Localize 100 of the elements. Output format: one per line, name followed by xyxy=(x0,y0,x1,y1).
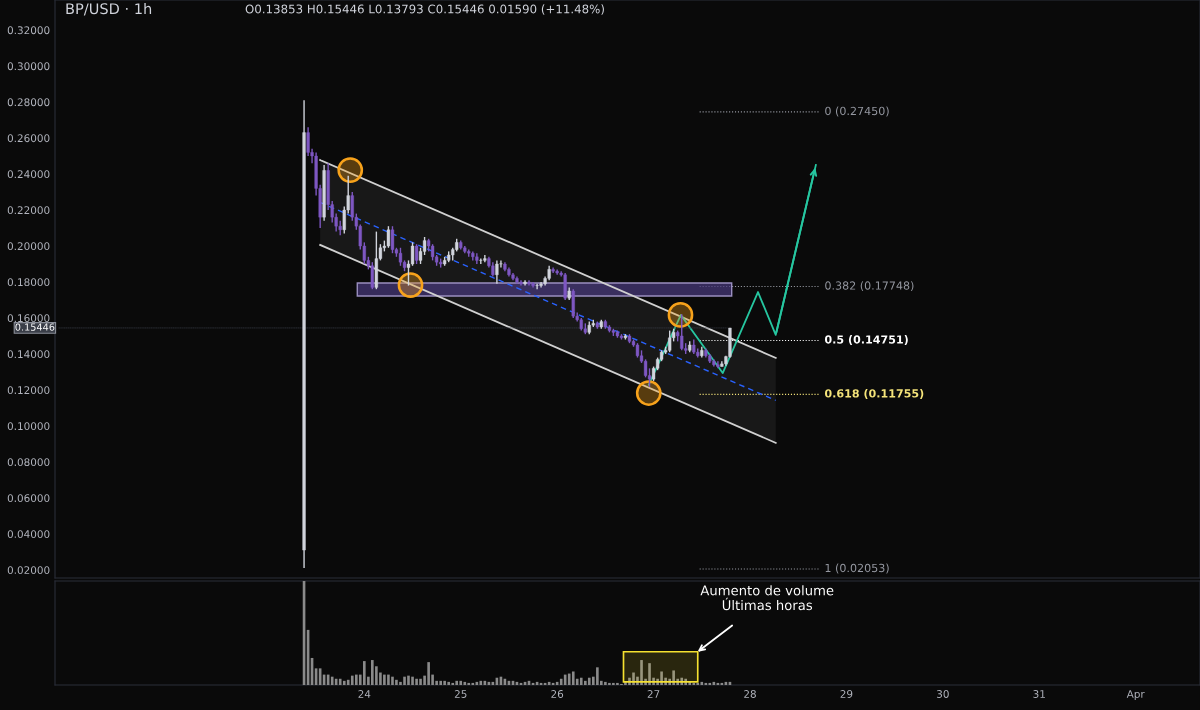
chart-title: BP/USD · 1h xyxy=(66,2,152,16)
bar xyxy=(338,678,342,685)
y-tick-label: 0.20000 xyxy=(7,242,50,251)
y-tick-label: 0.22000 xyxy=(7,206,50,215)
y-tick-label: 0.32000 xyxy=(7,26,50,35)
y-tick-label: 0.08000 xyxy=(7,458,50,467)
bar xyxy=(708,682,712,685)
candlestick xyxy=(668,329,672,353)
bar xyxy=(463,681,467,685)
bar xyxy=(342,680,346,685)
bar xyxy=(700,681,704,685)
bar xyxy=(419,678,422,685)
x-tick-label: 28 xyxy=(744,690,756,698)
bar xyxy=(395,679,398,685)
bar xyxy=(443,680,446,685)
x-tick-label: 27 xyxy=(647,690,660,698)
bar xyxy=(399,681,402,685)
bar xyxy=(411,676,414,685)
y-tick-label: 0.06000 xyxy=(7,494,50,503)
bar xyxy=(596,667,599,685)
bar xyxy=(479,680,483,685)
bar xyxy=(616,682,619,685)
y-tick-label: 0.02000 xyxy=(7,566,50,575)
candlestick xyxy=(563,272,567,301)
ref-line-label: 0 (0.27450) xyxy=(825,106,889,117)
bar xyxy=(604,681,607,685)
bar xyxy=(459,680,463,685)
point xyxy=(667,302,694,328)
y-tick-label: 0.12000 xyxy=(7,386,50,395)
candlestick xyxy=(535,283,539,290)
annotation: Aumento de volume Últimas horas xyxy=(700,585,834,611)
bar xyxy=(584,680,587,685)
bar xyxy=(371,660,374,685)
candlestick xyxy=(680,313,684,352)
bar xyxy=(692,682,696,685)
y-tick-label: 0.16000 xyxy=(7,314,50,323)
bar xyxy=(350,675,354,685)
ref-line-label: 1 (0.02053) xyxy=(825,563,889,574)
chart-subtitle: O0.13853 H0.15446 L0.13793 C0.15446 0.01590 (+11.48%) xyxy=(245,4,604,15)
bar xyxy=(383,674,386,685)
bar xyxy=(571,671,575,685)
bar xyxy=(567,673,571,685)
bar xyxy=(427,662,430,685)
y-tick-label: 0.30000 xyxy=(7,62,50,71)
bar xyxy=(648,663,651,685)
candlestick xyxy=(390,225,395,254)
candlestick xyxy=(370,261,374,290)
y-tick-label: 0.10000 xyxy=(7,422,50,431)
bar xyxy=(624,681,627,685)
y-tick-label: 0.04000 xyxy=(7,530,50,539)
y-tick-label: 0.14000 xyxy=(7,350,50,359)
bar xyxy=(387,674,390,685)
x-tick-label: 25 xyxy=(454,690,467,698)
bar xyxy=(407,675,410,685)
bar xyxy=(559,678,563,685)
bar xyxy=(696,682,700,685)
bar xyxy=(680,677,684,685)
bar xyxy=(439,680,442,685)
y-tick-label: 0.24000 xyxy=(7,170,50,179)
bar xyxy=(684,678,688,685)
bar xyxy=(672,670,675,685)
point xyxy=(635,380,662,406)
bar xyxy=(587,677,591,685)
bar xyxy=(628,677,631,685)
bar xyxy=(467,682,471,685)
bar xyxy=(579,677,583,685)
candlestick xyxy=(495,259,499,285)
bar xyxy=(451,682,455,685)
x-tick-label: 30 xyxy=(937,690,949,698)
bar xyxy=(660,671,663,685)
point xyxy=(397,272,424,298)
bar xyxy=(632,672,635,685)
bar xyxy=(363,661,366,685)
y-tick-label: 0.26000 xyxy=(7,134,50,143)
annotation: 0.15446 xyxy=(15,323,55,331)
bar xyxy=(612,682,615,685)
bar xyxy=(688,681,692,685)
bar xyxy=(447,681,450,685)
bar xyxy=(330,676,334,685)
bar xyxy=(608,682,611,685)
bar xyxy=(455,680,459,685)
x-tick-label: 24 xyxy=(358,690,371,698)
bar xyxy=(346,679,350,685)
ref-line-label: 0.382 (0.17748) xyxy=(825,281,914,292)
y-tick-label: 0.28000 xyxy=(7,98,50,107)
x-tick-label: 26 xyxy=(551,690,564,698)
bar xyxy=(415,678,418,685)
ref-line-label: 0.5 (0.14751) xyxy=(824,335,908,345)
point xyxy=(337,157,364,183)
bar xyxy=(640,660,643,685)
candlestick xyxy=(386,225,391,249)
candlestick xyxy=(414,243,419,265)
bar xyxy=(355,674,358,685)
bar xyxy=(403,676,406,685)
x-tick-label: 29 xyxy=(840,690,853,698)
y-tick-label: 0.18000 xyxy=(7,278,50,287)
x-tick-label: 31 xyxy=(1033,690,1045,698)
bar xyxy=(471,682,475,685)
bar xyxy=(391,676,394,685)
x-tick-label: Apr xyxy=(1126,690,1145,700)
